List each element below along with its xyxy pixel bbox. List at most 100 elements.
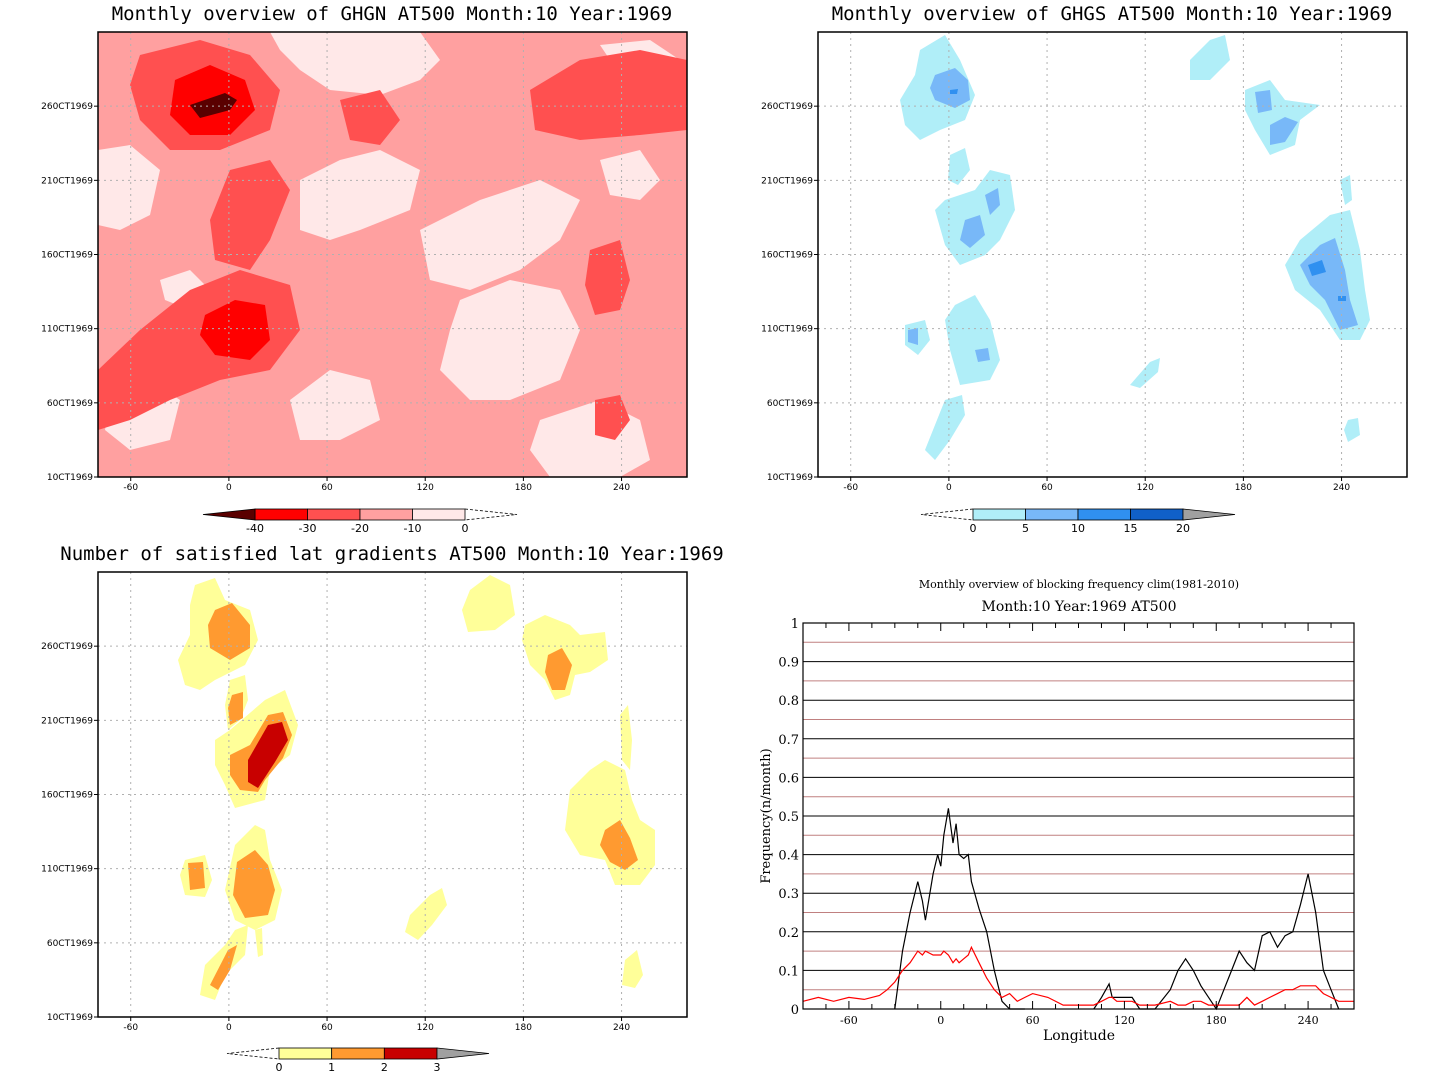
- y-tick-label: 60CT1969: [47, 399, 93, 409]
- latgrad-mid-region: [545, 648, 572, 690]
- colorbar-tick-label: 1: [328, 1061, 335, 1074]
- latgrad-mid-region: [188, 862, 205, 890]
- y-tick-label: 60CT1969: [47, 939, 93, 949]
- latgrad-mid-region: [228, 692, 243, 725]
- x-tick-label: 120: [417, 1023, 434, 1033]
- y-tick-label: 10CT1969: [47, 473, 93, 483]
- ghgs-strong-region: [1308, 260, 1326, 276]
- ghgs-mid-region: [1270, 117, 1298, 145]
- ghgn-light-region: [600, 150, 660, 200]
- ghgs-light-region: [1245, 80, 1320, 155]
- ghgn-mid-region: [340, 90, 400, 145]
- colorbar-swatch: [307, 508, 361, 521]
- ghgn-mid-region: [210, 160, 290, 270]
- y-tick-label: 260CT1969: [41, 102, 93, 112]
- y-tick-label: 0.4: [778, 849, 799, 864]
- blocking-ticks: 0 0.1 0.2 0.3 0.4 0.5 0.6 0.7 0.8 0.9 1 -60 0 60 120 18…: [778, 617, 1332, 1027]
- x-tick-label: 240: [1298, 1014, 1319, 1027]
- ghgs-grid: [818, 32, 1407, 477]
- x-tick-label: 180: [515, 1023, 532, 1033]
- colorbar-tick-label: 20: [1176, 522, 1190, 535]
- blocking-title: Monthly overview of blocking frequency c…: [919, 578, 1239, 591]
- colorbar-swatch: [383, 1047, 438, 1060]
- y-tick-label: 110CT1969: [41, 865, 93, 875]
- latgrad-grid: [98, 572, 687, 1017]
- colorbar-arrow-right: [1182, 508, 1236, 521]
- y-tick-label: 60CT1969: [767, 399, 813, 409]
- colorbar-tick-label: 2: [381, 1061, 388, 1074]
- y-tick-label: 160CT1969: [41, 251, 93, 261]
- ghgs-mid-region: [960, 215, 985, 248]
- x-tick-label: 0: [226, 1023, 232, 1033]
- ghgs-light-region: [948, 148, 970, 185]
- ghgn-light-region: [300, 150, 420, 240]
- x-tick-label: 60: [1041, 483, 1053, 493]
- ghgs-light-region: [1344, 418, 1360, 442]
- colorbar-swatch: [1025, 508, 1079, 521]
- ghgs-light-region: [925, 395, 965, 460]
- ghgs-light-region: [945, 295, 1000, 385]
- x-tick-label: 180: [1206, 1014, 1227, 1027]
- colorbar-tick-label: -10: [404, 522, 422, 535]
- latgrad-title: Number of satisfied lat gradients AT500 …: [60, 543, 723, 565]
- y-tick-label: 10CT1969: [767, 473, 813, 483]
- latgrad-light-region: [255, 928, 263, 957]
- ghgs-colorbar: 0 5 10 15 20: [920, 508, 1236, 535]
- colorbar-tick-label: 10: [1071, 522, 1085, 535]
- x-tick-label: -60: [123, 483, 138, 493]
- ghgn-grid: [98, 32, 687, 477]
- y-tick-label: 0.5: [778, 810, 799, 825]
- x-tick-label: -60: [123, 1023, 138, 1033]
- ghgn-mid-region: [530, 50, 687, 140]
- latgrad-light-region: [565, 760, 655, 885]
- ghgs-strong-regions: [950, 89, 1346, 301]
- colorbar-swatch: [278, 1047, 333, 1060]
- x-tick-label: 120: [417, 483, 434, 493]
- blocking-grid: [803, 622, 1354, 1010]
- colorbar-tick-label: -20: [351, 522, 369, 535]
- colorbar-swatch: [331, 1047, 385, 1060]
- ghgs-mid-region: [908, 328, 918, 345]
- ghgs-mid-regions: [908, 68, 1358, 362]
- colorbar-arrow-left: [226, 1047, 280, 1060]
- colorbar-arrow-left: [202, 508, 256, 521]
- colorbar-swatch: [1130, 508, 1184, 521]
- ghgs-light-region: [1190, 35, 1230, 80]
- colorbar-tick-label: 3: [434, 1061, 441, 1074]
- latgrad-light-region: [462, 575, 515, 632]
- colorbar-tick-label: 0: [276, 1061, 283, 1074]
- x-tick-label: 240: [613, 1023, 630, 1033]
- ghgn-light-region: [270, 32, 440, 95]
- y-tick-label: 110CT1969: [41, 325, 93, 335]
- colorbar-tick-label: -40: [246, 522, 264, 535]
- blocking-series: [802, 808, 1354, 1011]
- x-tick-label: 0: [946, 483, 952, 493]
- ghgs-light-region: [1340, 175, 1352, 205]
- latgrad-colorbar: 0 1 2 3: [226, 1047, 490, 1074]
- colorbar-tick-label: 5: [1022, 522, 1029, 535]
- colorbar-swatch: [1077, 508, 1131, 521]
- ghgs-light-region: [1130, 358, 1160, 388]
- latgrad-mid-region: [233, 850, 275, 918]
- y-tick-label: 0: [791, 1003, 799, 1018]
- x-tick-label: 60: [321, 1023, 333, 1033]
- y-tick-label: 1: [791, 617, 799, 632]
- blocking-subtitle: Month:10 Year:1969 AT500: [982, 599, 1177, 615]
- x-tick-label: 240: [613, 483, 630, 493]
- colorbar-tick-label: 0: [462, 522, 469, 535]
- y-tick-label: 0.8: [778, 694, 799, 709]
- ghgs-mid-region: [985, 188, 1000, 215]
- blocking-xlabel: Longitude: [1043, 1028, 1115, 1044]
- colorbar-swatch: [412, 508, 466, 521]
- latgrad-contours: [178, 575, 655, 1000]
- x-tick-label: 0: [226, 483, 232, 493]
- ghgn-strong-region: [200, 300, 270, 360]
- blocking-ylabel: Frequency(n/month): [759, 748, 774, 883]
- ghgn-darkest-region: [190, 93, 237, 118]
- panel-ghgn: Monthly overview of GHGN AT500 Month:10 …: [41, 3, 688, 535]
- y-tick-label: 10CT1969: [47, 1013, 93, 1023]
- y-tick-label: 160CT1969: [41, 791, 93, 801]
- x-tick-label: 240: [1333, 483, 1350, 493]
- y-tick-label: 210CT1969: [41, 176, 93, 186]
- latgrad-mid-region: [600, 820, 638, 870]
